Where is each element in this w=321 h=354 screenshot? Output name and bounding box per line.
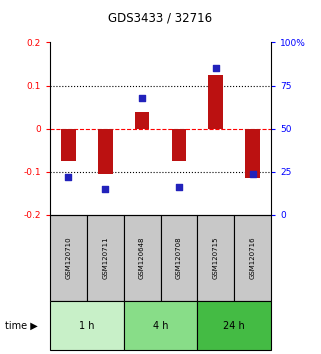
Bar xyxy=(61,129,76,161)
Text: 4 h: 4 h xyxy=(153,321,168,331)
Bar xyxy=(135,112,149,129)
Bar xyxy=(124,215,160,301)
Bar xyxy=(171,129,186,161)
Point xyxy=(66,174,71,180)
Point xyxy=(102,186,108,192)
Text: 1 h: 1 h xyxy=(79,321,94,331)
Text: GDS3433 / 32716: GDS3433 / 32716 xyxy=(108,12,213,25)
Bar xyxy=(50,215,87,301)
Bar xyxy=(209,75,223,129)
Point xyxy=(250,171,256,176)
Bar xyxy=(87,215,124,301)
Point xyxy=(177,184,182,190)
Bar xyxy=(197,301,271,350)
Text: GSM120715: GSM120715 xyxy=(213,237,219,279)
Bar xyxy=(197,215,234,301)
Bar xyxy=(234,215,271,301)
Text: GSM120648: GSM120648 xyxy=(139,237,145,279)
Text: 24 h: 24 h xyxy=(223,321,245,331)
Bar xyxy=(98,129,112,174)
Bar xyxy=(245,129,260,178)
Bar xyxy=(50,301,124,350)
Text: GSM120710: GSM120710 xyxy=(65,237,71,279)
Text: GSM120711: GSM120711 xyxy=(102,237,108,279)
Bar xyxy=(124,301,197,350)
Point xyxy=(140,95,145,101)
Point xyxy=(213,65,218,71)
Text: GSM120708: GSM120708 xyxy=(176,237,182,279)
Text: time ▶: time ▶ xyxy=(5,321,38,331)
Bar xyxy=(160,215,197,301)
Text: GSM120716: GSM120716 xyxy=(250,237,256,279)
